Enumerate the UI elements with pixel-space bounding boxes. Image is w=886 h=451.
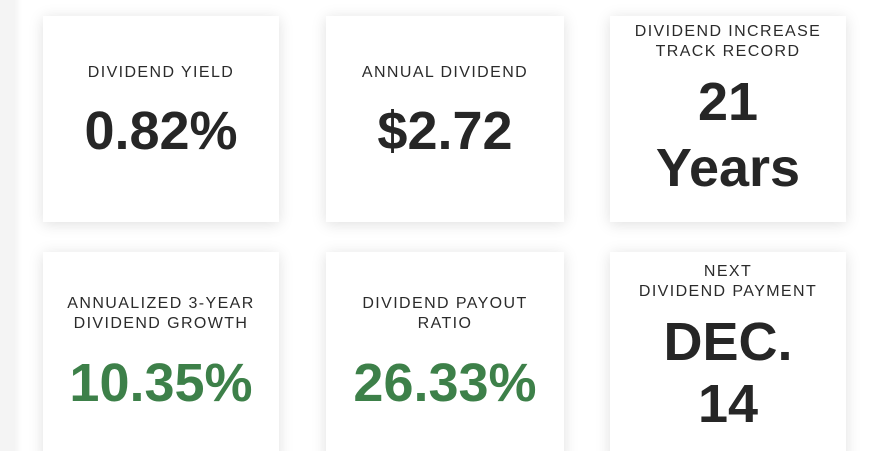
annual-dividend-value: $2.72	[377, 101, 513, 161]
annual-dividend-card: ANNUAL DIVIDEND $2.72	[326, 16, 564, 222]
annual-dividend-label: ANNUAL DIVIDEND	[361, 64, 529, 81]
dividend-growth-label: ANNUALIZED 3-YEAR DIVIDEND GROWTH	[67, 295, 255, 332]
left-edge-shade	[0, 0, 22, 451]
dividend-payout-ratio-value: 26.33%	[353, 353, 537, 413]
next-dividend-payment-value: DEC. 14	[663, 312, 793, 434]
dividend-track-record-label: DIVIDEND INCREASE TRACK RECORD	[634, 23, 822, 60]
dividend-yield-card: DIVIDEND YIELD 0.82%	[43, 16, 279, 222]
dividend-payout-ratio-card: DIVIDEND PAYOUT RATIO 26.33%	[326, 252, 564, 451]
dividend-growth-value: 10.35%	[69, 353, 253, 413]
dividend-track-record-value: 21 Years	[655, 72, 801, 198]
next-dividend-payment-card: NEXT DIVIDEND PAYMENT DEC. 14	[610, 252, 846, 451]
next-dividend-payment-label: NEXT DIVIDEND PAYMENT	[638, 263, 818, 300]
dividend-growth-card: ANNUALIZED 3-YEAR DIVIDEND GROWTH 10.35%	[43, 252, 279, 451]
dividend-yield-value: 0.82%	[84, 101, 238, 161]
dividend-payout-ratio-label: DIVIDEND PAYOUT RATIO	[362, 295, 528, 332]
dividend-yield-label: DIVIDEND YIELD	[87, 64, 235, 81]
dividend-track-record-card: DIVIDEND INCREASE TRACK RECORD 21 Years	[610, 16, 846, 222]
